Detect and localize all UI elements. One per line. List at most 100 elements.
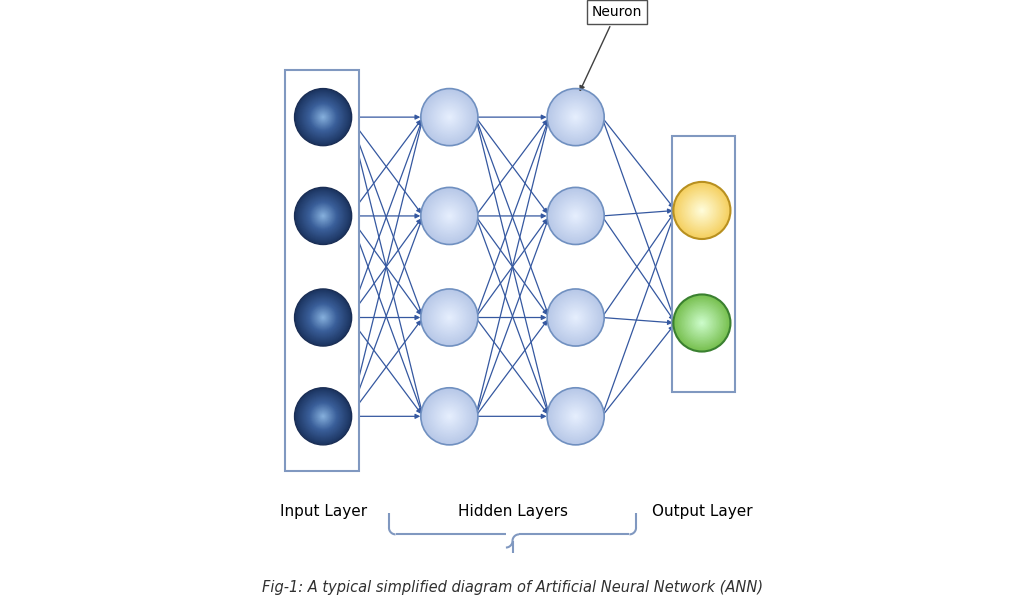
- Circle shape: [434, 101, 465, 133]
- Circle shape: [426, 95, 473, 140]
- Circle shape: [673, 182, 731, 239]
- Circle shape: [552, 295, 599, 340]
- Circle shape: [422, 189, 477, 243]
- Circle shape: [308, 201, 338, 231]
- Circle shape: [318, 312, 329, 323]
- Circle shape: [566, 406, 585, 426]
- Circle shape: [556, 196, 596, 236]
- Circle shape: [304, 298, 342, 337]
- Circle shape: [304, 397, 342, 436]
- Circle shape: [422, 389, 477, 443]
- Circle shape: [442, 110, 456, 124]
- Circle shape: [434, 302, 465, 333]
- Circle shape: [296, 189, 350, 243]
- Circle shape: [309, 202, 337, 230]
- Circle shape: [316, 310, 331, 325]
- Circle shape: [312, 405, 334, 428]
- Circle shape: [560, 101, 591, 133]
- Circle shape: [559, 100, 592, 134]
- Circle shape: [562, 303, 590, 332]
- Circle shape: [447, 213, 452, 219]
- Circle shape: [308, 303, 338, 332]
- Circle shape: [322, 415, 324, 417]
- Circle shape: [574, 215, 577, 217]
- Circle shape: [563, 403, 588, 429]
- Circle shape: [300, 295, 345, 340]
- Circle shape: [302, 195, 344, 237]
- Circle shape: [445, 113, 454, 121]
- Circle shape: [425, 392, 474, 440]
- Circle shape: [301, 194, 345, 238]
- Circle shape: [311, 404, 335, 429]
- Circle shape: [574, 116, 577, 118]
- Circle shape: [304, 197, 342, 235]
- Circle shape: [693, 202, 710, 219]
- Circle shape: [313, 107, 333, 127]
- Circle shape: [433, 399, 466, 434]
- Circle shape: [296, 90, 350, 144]
- Circle shape: [316, 409, 331, 424]
- Circle shape: [444, 411, 455, 422]
- Circle shape: [296, 291, 350, 344]
- Circle shape: [570, 112, 581, 123]
- Circle shape: [422, 290, 477, 345]
- Circle shape: [314, 407, 332, 426]
- Circle shape: [303, 298, 343, 337]
- Circle shape: [563, 203, 588, 229]
- Circle shape: [573, 414, 578, 419]
- Circle shape: [308, 102, 338, 132]
- Circle shape: [317, 209, 330, 223]
- Circle shape: [320, 114, 326, 120]
- Circle shape: [310, 304, 336, 331]
- Circle shape: [302, 96, 344, 138]
- Circle shape: [442, 310, 456, 325]
- Circle shape: [423, 190, 475, 242]
- Circle shape: [301, 296, 345, 339]
- Circle shape: [318, 112, 329, 123]
- Circle shape: [319, 313, 328, 322]
- Circle shape: [304, 98, 342, 136]
- Circle shape: [552, 393, 599, 439]
- Circle shape: [438, 204, 461, 228]
- Circle shape: [564, 204, 587, 228]
- Circle shape: [428, 296, 470, 339]
- Circle shape: [303, 196, 343, 236]
- Circle shape: [441, 407, 458, 425]
- Circle shape: [560, 401, 591, 432]
- Circle shape: [320, 412, 327, 420]
- Circle shape: [321, 414, 325, 418]
- Circle shape: [678, 299, 726, 347]
- Circle shape: [306, 101, 339, 134]
- Circle shape: [442, 209, 456, 223]
- Circle shape: [448, 415, 451, 418]
- Circle shape: [430, 398, 468, 435]
- FancyBboxPatch shape: [285, 71, 359, 471]
- Circle shape: [574, 316, 577, 319]
- Circle shape: [297, 390, 349, 442]
- Circle shape: [564, 405, 587, 428]
- Circle shape: [555, 395, 597, 438]
- Circle shape: [295, 290, 351, 345]
- Circle shape: [563, 104, 588, 130]
- Circle shape: [321, 115, 325, 119]
- Circle shape: [295, 188, 351, 243]
- Circle shape: [313, 406, 333, 427]
- Circle shape: [696, 205, 707, 216]
- Circle shape: [434, 200, 465, 232]
- Circle shape: [693, 314, 710, 332]
- Circle shape: [322, 116, 324, 118]
- Circle shape: [298, 92, 347, 142]
- Circle shape: [571, 212, 580, 220]
- Circle shape: [310, 203, 336, 229]
- Circle shape: [425, 93, 474, 142]
- Circle shape: [552, 95, 599, 140]
- Circle shape: [294, 88, 352, 146]
- Circle shape: [299, 393, 346, 440]
- Circle shape: [300, 95, 345, 140]
- Circle shape: [692, 313, 712, 333]
- Circle shape: [435, 402, 463, 431]
- Circle shape: [559, 300, 592, 335]
- Circle shape: [700, 209, 703, 212]
- Circle shape: [297, 92, 349, 143]
- Circle shape: [688, 309, 716, 337]
